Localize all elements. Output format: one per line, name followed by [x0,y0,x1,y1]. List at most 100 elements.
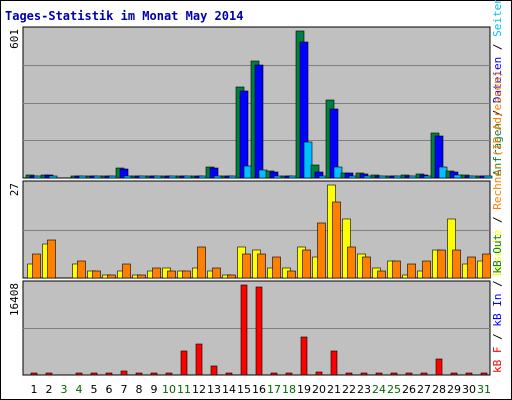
x-tick-label: 4 [76,383,83,396]
bar-kb_f-day-16 [255,286,263,376]
bar-pages-day-31 [483,175,493,179]
bar-sites-day-12 [197,246,206,279]
x-tick-label: 30 [462,383,476,396]
bar-kb_f-day-24 [375,372,383,376]
x-tick-label: 2 [46,383,53,396]
bar-sites-day-19 [302,249,311,279]
bar-kb_f-day-25 [390,372,398,376]
bar-sites-day-7 [122,263,131,279]
bar-sites-day-26 [407,263,416,279]
bar-kb_f-day-26 [405,372,413,376]
x-tick-label: 25 [387,383,401,396]
legend-entry: Seiten [491,0,504,37]
legend-entry: / [491,274,504,294]
bar-pages-day-2 [48,175,58,179]
bar-pages-day-19 [303,141,313,179]
bar-kb_f-day-7 [120,370,128,376]
bar-kb_f-day-6 [105,372,113,376]
legend-entry: kB F [491,347,504,374]
bar-files-day-16 [254,64,264,179]
bar-sites-day-22 [347,246,356,279]
bar-sites-day-29 [452,249,461,279]
bar-files-day-15 [239,90,249,179]
bar-kb_f-day-11 [180,350,188,376]
series-legend-visits: Besuche / Rechner (IP-Adressen) [491,71,504,276]
chart-title: Tages-Statistik im Monat May 2014 [5,9,243,23]
x-tick-label: 16 [252,383,266,396]
bar-kb_f-day-10 [165,372,173,376]
x-tick-label: 29 [447,383,461,396]
x-tick-label: 3 [61,383,68,396]
bar-sites-day-5 [92,270,101,279]
x-tick-label: 20 [312,383,326,396]
x-tick-label: 19 [297,383,311,396]
y-max-label: 601 [8,29,21,49]
x-tick-label: 10 [162,383,176,396]
bar-sites-day-8 [137,274,146,279]
bar-sites-day-10 [167,270,176,279]
legend-entry: Besuche [491,230,504,276]
x-tick-label: 5 [91,383,98,396]
bar-kb_f-day-27 [420,372,428,376]
bar-kb_f-day-9 [150,372,158,376]
x-tick-label: 12 [192,383,206,396]
legend-entry: / [491,103,504,123]
x-tick-label: 9 [151,383,158,396]
x-tick-label: 8 [136,383,143,396]
bar-sites-day-1 [32,253,41,279]
series-legend-kbytes: kB F / kB In / kB Out [491,234,504,373]
bar-sites-day-14 [227,274,236,279]
bar-kb_f-day-13 [210,365,218,376]
bar-kb_f-day-8 [135,372,143,376]
bar-sites-day-23 [362,256,371,279]
bar-kb_f-day-15 [240,284,248,376]
legend-entry: Dateien [491,57,504,103]
x-tick-label: 31 [477,383,491,396]
legend-entry: Rechner (IP-Adressen) [491,71,504,210]
bar-sites-day-20 [317,222,326,279]
bar-sites-day-16 [257,253,266,279]
bar-visits-day-29 [447,218,456,279]
legend-entry: / [491,37,504,57]
legend-entry: / [491,210,504,230]
bar-kb_f-day-31 [480,372,488,376]
x-tick-label: 11 [177,383,191,396]
bar-sites-day-11 [182,270,191,279]
bar-sites-day-18 [287,270,296,279]
bar-pages-day-21 [333,166,343,179]
bar-kb_f-day-23 [360,372,368,376]
x-tick-label: 26 [402,383,416,396]
bar-sites-day-28 [437,249,446,279]
bar-kb_f-day-19 [300,336,308,376]
bar-kb_f-day-14 [225,372,233,376]
legend-entry: Anfragen [491,123,504,176]
bar-sites-day-4 [77,260,86,279]
bar-sites-day-6 [107,274,116,279]
bar-kb_f-day-22 [345,372,353,376]
bar-kb_f-day-28 [435,358,443,376]
bar-kb_f-day-4 [75,372,83,376]
legend-entry: / [491,327,504,347]
bar-kb_f-day-21 [330,350,338,376]
x-tick-label: 23 [357,383,371,396]
bar-sites-day-31 [482,253,491,279]
x-tick-label: 17 [267,383,281,396]
panel-visits: 27 Besuche / Rechner (IP-Adressen) [8,71,504,279]
x-axis-labels: 1 2 3 4 5 6 7 8 9 10 11 12 13 14 15 16 17 18 19 20 21 22 23 24 2… [31,383,492,396]
bar-kb_f-day-18 [285,372,293,376]
x-tick-label: 27 [417,383,431,396]
panel-kbytes: 16408 kB F / kB In / kB Out [8,234,504,376]
bar-kb_f-day-12 [195,343,203,376]
bar-sites-day-15 [242,253,251,279]
bar-kb_f-day-20 [315,371,323,376]
y-max-label: 27 [8,183,21,196]
x-tick-label: 6 [106,383,113,396]
x-tick-label: 7 [121,383,128,396]
bar-sites-day-27 [422,260,431,279]
x-tick-label: 28 [432,383,446,396]
chart-panels: 601 Anfragen / Dateien / Seiten 27 Besuche … [8,0,504,376]
bar-kb_f-day-29 [450,372,458,376]
bar-sites-day-25 [392,260,401,279]
bar-kb_f-day-2 [45,372,53,376]
